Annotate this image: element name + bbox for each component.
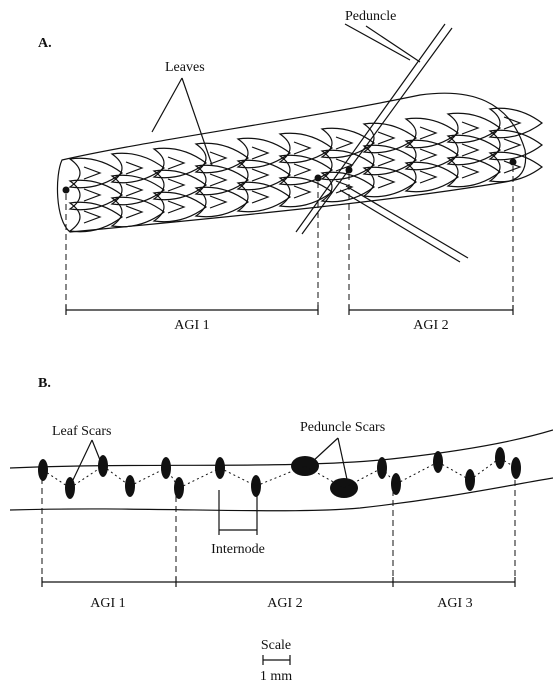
node (63, 187, 70, 194)
leaf-vein (420, 171, 436, 183)
scars (38, 447, 521, 499)
leaf-vein (210, 174, 226, 186)
dashed-lines (42, 470, 515, 582)
annotation: Peduncle (345, 9, 396, 24)
leaf (196, 165, 248, 194)
leaf (70, 158, 122, 187)
leaf (280, 155, 332, 184)
leaf (196, 143, 248, 172)
brackets (42, 577, 515, 587)
leaf (364, 167, 416, 196)
leaf (406, 162, 458, 191)
leaf-vein (84, 189, 100, 201)
leaf-vein (462, 166, 478, 178)
leaf (322, 128, 374, 157)
leaf-vein (378, 154, 394, 166)
segment-label: AGI 1 (174, 318, 209, 333)
phyllotaxy-arrow (130, 468, 166, 486)
panel-label: A. (38, 36, 52, 51)
scar (511, 457, 521, 479)
braid (57, 93, 542, 232)
leaf (490, 108, 542, 137)
leaf (490, 152, 542, 181)
leaf (448, 135, 500, 164)
leaf-vein (504, 139, 520, 151)
leaf (322, 150, 374, 179)
leaf-vein (84, 167, 100, 179)
brackets (66, 305, 513, 315)
leaf-vein (126, 162, 142, 174)
phyllotaxy-arrow (438, 462, 470, 480)
leaf (238, 138, 290, 167)
leaf-vein (462, 122, 478, 134)
leaf-vein (420, 149, 436, 161)
leaf (406, 140, 458, 169)
leaf (112, 153, 164, 182)
leaf-vein (336, 181, 352, 193)
node (315, 175, 322, 182)
phyllotaxy-arrow (344, 468, 382, 488)
leaf (154, 192, 206, 221)
phyllotaxy-arrow (396, 462, 438, 484)
leaf-vein (252, 169, 268, 181)
leaf (154, 170, 206, 199)
leaf (70, 180, 122, 209)
leaf-vein (210, 196, 226, 208)
scale-bar (263, 655, 290, 665)
panel-label: B. (38, 376, 51, 391)
leaf (112, 175, 164, 204)
segment-label: AGI 1 (90, 596, 125, 611)
leaf-vein (168, 179, 184, 191)
leaf (364, 145, 416, 174)
leader (345, 24, 410, 60)
leaf (196, 187, 248, 216)
segment-label: AGI 2 (413, 318, 448, 333)
phyllotaxy-arrow (470, 458, 500, 480)
leaf-vein (378, 176, 394, 188)
leaf-vein (420, 127, 436, 139)
leaf-vein (84, 211, 100, 223)
leaf-vein (168, 201, 184, 213)
leaf (154, 148, 206, 177)
scale-label: Scale (261, 638, 291, 653)
leaf (448, 157, 500, 186)
leaf-vein (210, 152, 226, 164)
segment-label: AGI 3 (437, 596, 472, 611)
figure: A. Peduncle Leaves AGI 1 AGI 2 B. Leaf S… (0, 0, 553, 687)
leaf-vein (336, 137, 352, 149)
leaf (406, 118, 458, 147)
node (510, 159, 517, 166)
arrows (152, 78, 212, 165)
leaf (280, 133, 332, 162)
leaf (238, 160, 290, 189)
leaf (490, 130, 542, 159)
annotation: Leaf Scars (52, 424, 111, 439)
leaf-vein (378, 132, 394, 144)
scale-length: 1 mm (260, 669, 292, 684)
annotation: Leaves (165, 60, 205, 75)
annotation: Peduncle Scars (300, 420, 385, 435)
leaf-vein (294, 164, 310, 176)
leaf-vein (252, 147, 268, 159)
leaf-vein (168, 157, 184, 169)
leaf-vein (252, 191, 268, 203)
annotation: Internode (211, 542, 265, 557)
leaf-vein (294, 186, 310, 198)
node (346, 167, 353, 174)
phyllotaxy-arrow (179, 468, 220, 488)
page: A. Peduncle Leaves AGI 1 AGI 2 B. Leaf S… (0, 0, 553, 687)
leaf (238, 182, 290, 211)
leaf (112, 197, 164, 226)
leaf (448, 113, 500, 142)
leaf-vein (126, 184, 142, 196)
segment-label: AGI 2 (267, 596, 302, 611)
phyllotaxy-arrow (220, 468, 256, 486)
leaf-vein (294, 142, 310, 154)
leaf-vein (462, 144, 478, 156)
leaf-vein (126, 206, 142, 218)
internode-bracket (219, 490, 257, 535)
